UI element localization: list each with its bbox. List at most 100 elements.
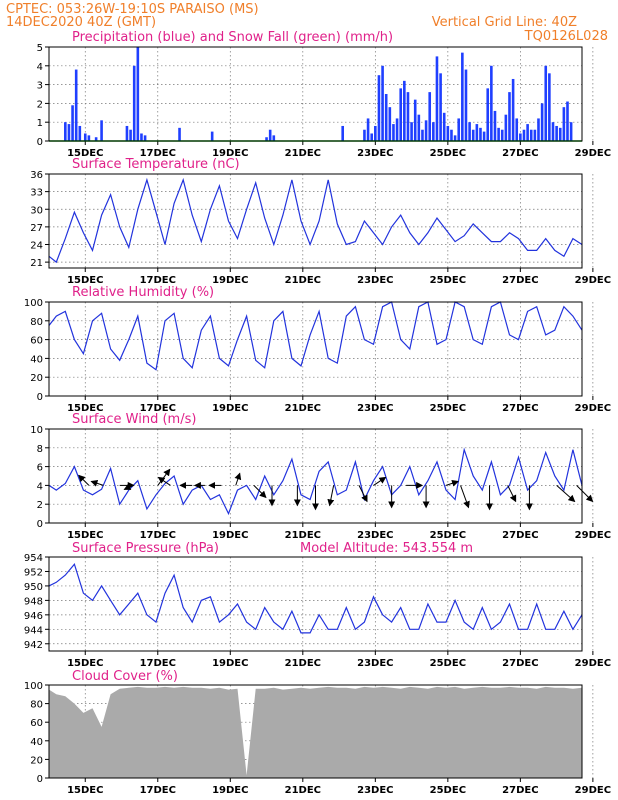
precip-bar bbox=[504, 114, 508, 141]
cloud-ytick-label: 100 bbox=[24, 681, 43, 692]
precip-bar bbox=[178, 127, 181, 141]
cloud-title: Cloud Cover (%) bbox=[72, 669, 178, 684]
wind-vector bbox=[373, 476, 387, 486]
rh-xtick-label: 29DEC bbox=[575, 403, 611, 414]
pressure-ytick-label: 942 bbox=[24, 640, 43, 651]
precip-bar bbox=[468, 122, 471, 141]
temp-xtick-label: 27DEC bbox=[502, 275, 538, 286]
pressure-xtick-label: 29DEC bbox=[575, 658, 611, 669]
cloud-xtick-label: 23DEC bbox=[357, 785, 393, 796]
precip-bar bbox=[363, 129, 366, 141]
precip-bar bbox=[515, 118, 519, 141]
precip-bar bbox=[71, 105, 74, 141]
precip-title: Precipitation (blue) and Snow Fall (gree… bbox=[72, 30, 393, 45]
cloud-xtick-label: 15DEC bbox=[67, 785, 103, 796]
pressure-xtick-label: 17DEC bbox=[140, 658, 176, 669]
wind-vector bbox=[78, 474, 90, 486]
temp-xtick-label: 21DEC bbox=[285, 275, 321, 286]
precip-bar bbox=[450, 129, 453, 141]
precip-bar bbox=[268, 129, 272, 141]
precip-bar bbox=[428, 92, 432, 141]
precip-bar bbox=[424, 120, 428, 141]
wind-vector bbox=[445, 479, 459, 487]
wind-vector bbox=[90, 479, 104, 487]
temp-xtick-label: 19DEC bbox=[212, 275, 248, 286]
wind-vector bbox=[358, 485, 368, 503]
precip-bar bbox=[83, 133, 87, 141]
cloud-xtick-label: 21DEC bbox=[285, 785, 321, 796]
cloud-ytick-label: 0 bbox=[37, 774, 43, 785]
cloud-xtick-label: 17DEC bbox=[140, 785, 176, 796]
precip-bar bbox=[526, 124, 529, 141]
precip-bar bbox=[87, 135, 91, 141]
wind-frame bbox=[48, 428, 583, 524]
rh-frame bbox=[48, 301, 583, 397]
precip-bar bbox=[500, 129, 504, 141]
rh-xtick-label: 17DEC bbox=[140, 403, 176, 414]
precip-bar bbox=[519, 133, 522, 141]
precip-ytick-label: 0 bbox=[37, 137, 43, 148]
wind-panel: Surface Wind (m/s) 0 2 4 6 8 10 15DEC 17DEC 19DE… bbox=[30, 412, 611, 541]
rh-xtick-label: 25DEC bbox=[430, 403, 466, 414]
temp-ytick-label: 33 bbox=[30, 188, 43, 199]
precip-xtick-label: 25DEC bbox=[430, 148, 466, 159]
precip-bar bbox=[374, 125, 377, 141]
wind-xtick-label: 27DEC bbox=[502, 530, 538, 541]
precip-bar bbox=[100, 120, 103, 141]
pressure-panel: Surface Pressure (hPa) Model Altitude: 5… bbox=[24, 541, 611, 669]
precip-bar bbox=[471, 129, 475, 141]
precip-bar bbox=[381, 65, 384, 141]
temp-ytick-label: 27 bbox=[30, 223, 43, 234]
rh-xtick-label: 19DEC bbox=[212, 403, 248, 414]
wind-xtick-label: 15DEC bbox=[67, 530, 103, 541]
precip-bar bbox=[482, 131, 486, 141]
precip-bar bbox=[399, 88, 403, 141]
precip-bar bbox=[432, 122, 435, 141]
rh-xtick-label: 15DEC bbox=[67, 403, 103, 414]
precip-bar bbox=[143, 135, 147, 141]
precip-bar bbox=[366, 118, 370, 141]
precip-bar bbox=[370, 133, 374, 141]
precip-bar bbox=[486, 88, 490, 141]
precip-bar bbox=[384, 94, 388, 141]
precip-frame bbox=[48, 46, 583, 142]
temp-ytick-label: 30 bbox=[30, 205, 43, 216]
cloud-ytick-label: 40 bbox=[30, 737, 43, 748]
cloud-ytick-label: 80 bbox=[30, 700, 43, 711]
pressure-ytick-label: 952 bbox=[24, 567, 43, 578]
precip-bar bbox=[421, 129, 424, 141]
precip-bar bbox=[392, 124, 395, 141]
precip-bar bbox=[74, 69, 78, 141]
wind-ytick-label: 8 bbox=[37, 444, 43, 455]
precip-bar bbox=[388, 107, 392, 141]
temp-frame bbox=[48, 173, 583, 269]
precip-xtick-label: 27DEC bbox=[502, 148, 538, 159]
temp-xtick-label: 29DEC bbox=[575, 275, 611, 286]
precip-bar bbox=[64, 122, 67, 141]
precip-bar bbox=[566, 101, 569, 141]
precip-bar bbox=[341, 125, 344, 141]
precip-ytick-label: 5 bbox=[37, 43, 43, 54]
precip-bar bbox=[413, 99, 417, 141]
precip-bar bbox=[457, 118, 461, 141]
wind-ytick-label: 10 bbox=[30, 425, 43, 436]
wind-xtick-label: 25DEC bbox=[430, 530, 466, 541]
wind-xtick-label: 17DEC bbox=[140, 530, 176, 541]
precip-bar bbox=[464, 69, 468, 141]
wind-xtick-label: 29DEC bbox=[575, 530, 611, 541]
pressure-xtick-label: 15DEC bbox=[67, 658, 103, 669]
wind-vector bbox=[157, 468, 171, 486]
wind-title: Surface Wind (m/s) bbox=[72, 412, 196, 427]
precip-bar bbox=[555, 125, 558, 141]
precip-bar bbox=[129, 129, 132, 141]
precip-bar bbox=[522, 129, 526, 141]
rh-ytick-label: 80 bbox=[30, 317, 43, 328]
precip-ytick-label: 4 bbox=[37, 62, 43, 73]
precip-bar bbox=[453, 135, 457, 141]
rh-ytick-label: 40 bbox=[30, 354, 43, 365]
precip-xtick-label: 19DEC bbox=[212, 148, 248, 159]
cloud-panel: Cloud Cover (%) 0 20 40 60 80 100 15DEC 17DEC 19… bbox=[24, 669, 611, 796]
precip-bar bbox=[140, 133, 143, 141]
pressure-xtick-label: 19DEC bbox=[212, 658, 248, 669]
